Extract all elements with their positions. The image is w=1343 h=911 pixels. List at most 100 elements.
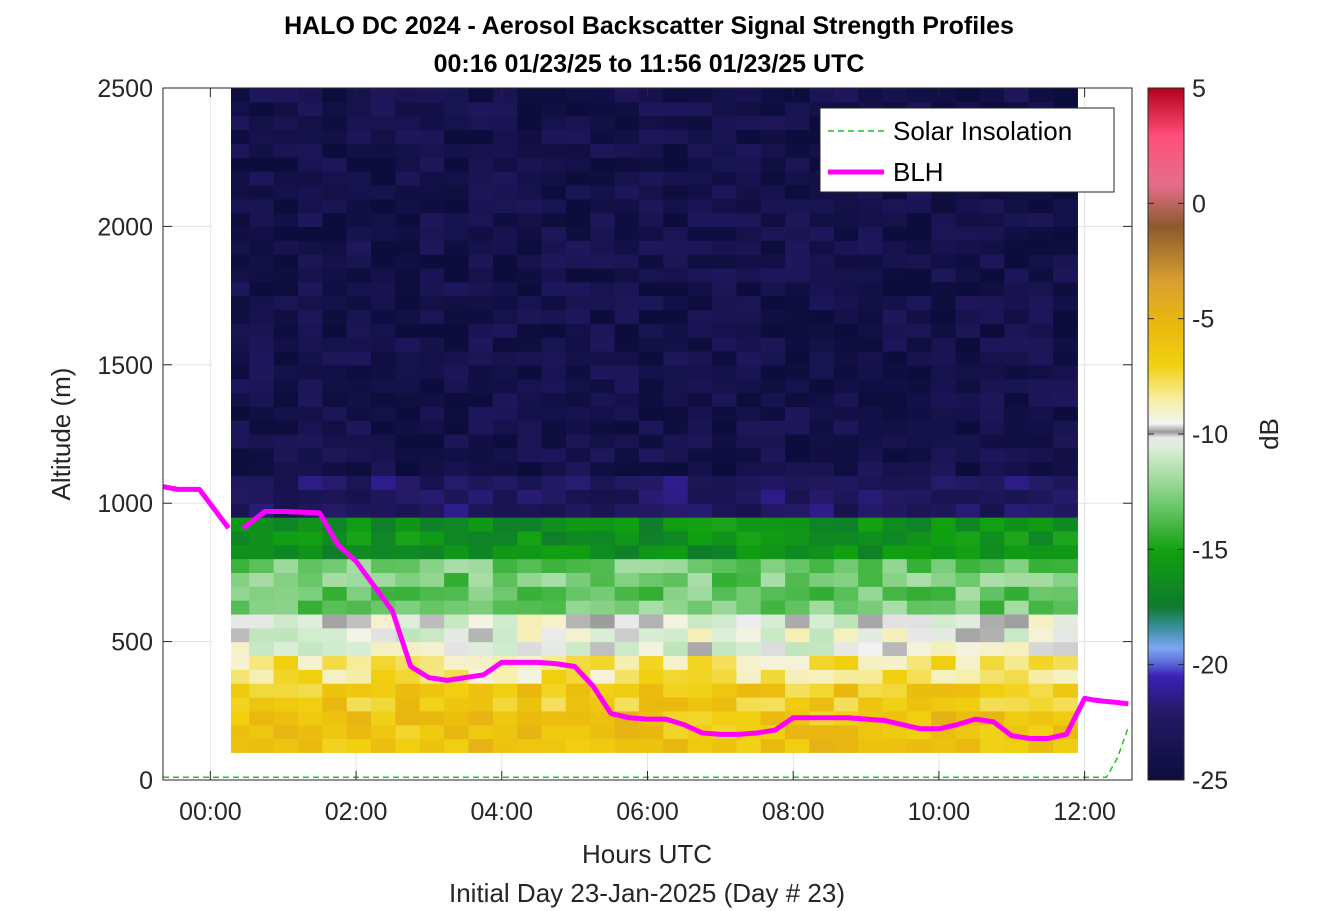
heatmap-cell [1004, 198, 1030, 214]
heatmap-cell [273, 281, 299, 297]
heatmap-cell [955, 226, 981, 241]
heatmap-cell [906, 267, 932, 283]
heatmap-cell [906, 226, 932, 241]
heatmap-cell [492, 461, 518, 477]
heatmap-cell [492, 267, 518, 283]
heatmap-cell [444, 503, 470, 518]
heatmap-cell [906, 544, 932, 560]
heatmap-cell [419, 240, 445, 255]
heatmap-cell [273, 696, 299, 712]
legend-label-solar: Solar Insolation [893, 116, 1072, 146]
heatmap-cell [346, 517, 372, 532]
heatmap-cell [468, 226, 494, 241]
heatmap-cell [833, 378, 859, 394]
heatmap-cell [444, 683, 470, 698]
heatmap-cell [809, 558, 835, 573]
heatmap-cell [419, 226, 445, 241]
heatmap-cell [273, 267, 299, 283]
heatmap-cell [1028, 309, 1054, 324]
heatmap-cell [955, 323, 981, 338]
heatmap-cell [249, 669, 275, 684]
heatmap-cell [1053, 240, 1078, 255]
heatmap-cell [297, 115, 323, 131]
heatmap-cell [614, 600, 640, 615]
heatmap-cell [224, 710, 250, 726]
heatmap-cell [1028, 641, 1054, 657]
heatmap-cell [663, 267, 689, 283]
heatmap-cell [663, 696, 689, 712]
heatmap-cell [931, 544, 957, 560]
y-tick-label: 2000 [97, 213, 153, 241]
heatmap-cell [297, 517, 323, 532]
heatmap-cell [785, 378, 811, 394]
heatmap-cell [224, 157, 250, 172]
heatmap-cell [736, 434, 762, 449]
heatmap-cell [541, 503, 567, 518]
heatmap-cell [492, 88, 518, 103]
heatmap-cell [297, 309, 323, 324]
heatmap-cell [346, 364, 372, 380]
heatmap-cell [882, 475, 908, 490]
heatmap-cell [273, 738, 299, 753]
heatmap-cell [809, 503, 835, 518]
heatmap-cell [565, 143, 591, 158]
heatmap-cell [760, 517, 786, 532]
heatmap-cell [955, 503, 981, 518]
heatmap-cell [224, 198, 250, 214]
heatmap-cell [687, 613, 713, 629]
heatmap-cell [492, 157, 518, 172]
heatmap-cell [273, 724, 299, 740]
heatmap-cell [1053, 323, 1078, 338]
heatmap-cell [638, 364, 664, 380]
heatmap-cell [273, 157, 299, 172]
heatmap-cell [322, 406, 348, 421]
heatmap-cell [273, 143, 299, 158]
heatmap-cell [590, 281, 616, 297]
heatmap-cell [785, 157, 811, 172]
heatmap-cell [419, 489, 445, 504]
heatmap-cell [346, 129, 372, 144]
heatmap-cell [882, 696, 908, 712]
heatmap-cell [224, 88, 250, 103]
heatmap-cell [492, 600, 518, 615]
heatmap-cell [371, 198, 397, 214]
heatmap-cell [833, 600, 859, 615]
heatmap-cell [346, 101, 372, 117]
heatmap-cell [614, 171, 640, 186]
heatmap-cell [760, 281, 786, 297]
heatmap-cell [1028, 461, 1054, 477]
heatmap-cell [371, 447, 397, 463]
heatmap-cell [736, 226, 762, 241]
heatmap-cell [736, 475, 762, 490]
heatmap-cell [955, 669, 981, 684]
heatmap-cell [492, 683, 518, 698]
heatmap-cell [882, 350, 908, 366]
heatmap-cell [1004, 267, 1030, 283]
heatmap-cell [614, 434, 640, 449]
heatmap-cell [663, 530, 689, 546]
heatmap-cell [371, 323, 397, 338]
heatmap-cell [395, 710, 421, 726]
heatmap-cell [541, 683, 567, 698]
heatmap-cell [371, 157, 397, 172]
heatmap-cell [492, 115, 518, 131]
heatmap-cell [1028, 489, 1054, 504]
heatmap-cell [541, 212, 567, 227]
heatmap-cell [1028, 420, 1054, 435]
heatmap-cell [760, 600, 786, 615]
heatmap-cell [833, 364, 859, 380]
heatmap-cell [687, 171, 713, 186]
heatmap-cell [882, 254, 908, 269]
heatmap-cell [541, 641, 567, 657]
heatmap-cell [419, 115, 445, 131]
heatmap-cell [590, 157, 616, 172]
heatmap-cell [224, 101, 250, 117]
heatmap-cell [444, 281, 470, 297]
heatmap-cell [322, 198, 348, 214]
heatmap-cell [541, 198, 567, 214]
heatmap-cell [468, 157, 494, 172]
heatmap-cell [1053, 267, 1078, 283]
heatmap-cell [736, 129, 762, 144]
heatmap-cell [249, 364, 275, 380]
heatmap-cell [419, 281, 445, 297]
